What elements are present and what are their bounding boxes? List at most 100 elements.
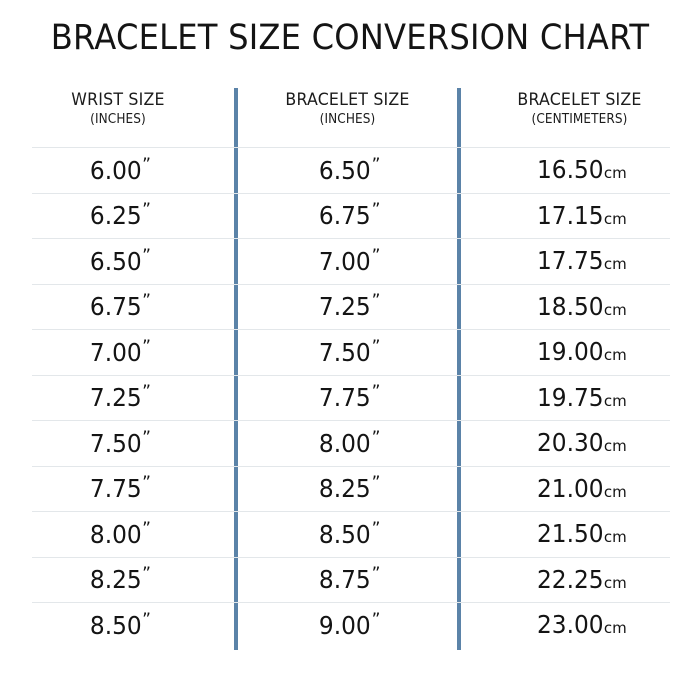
cell-value: 7.75: [89, 474, 142, 504]
cell-bracelet-centimeters: 17.75cm: [459, 248, 700, 273]
cell-value: 17.15: [537, 200, 604, 230]
cell-value: 7.00: [318, 246, 371, 276]
column-header-unit: (INCHES): [319, 112, 376, 127]
cell-value: 8.25: [89, 565, 142, 595]
column-header-bracelet-centimeters: BRACELET SIZE (CENTIMETERS): [459, 86, 700, 147]
cell-unit: cm: [603, 528, 627, 547]
column-header-title: WRIST SIZE: [71, 90, 165, 110]
cell-value: 9.00: [318, 610, 371, 640]
column-divider-left: [234, 88, 238, 650]
cell-unit: ”: [142, 609, 151, 630]
table-row: 6.25” 6.75” 17.15cm: [0, 192, 700, 239]
table-body: 6.00” 6.50” 16.50cm 6.25” 6.75” 17.15cm 6.50” 7…: [0, 147, 700, 648]
cell-unit: ”: [371, 245, 381, 266]
cell-bracelet-centimeters: 20.30cm: [459, 430, 700, 455]
cell-unit: ”: [142, 291, 151, 312]
table-row: 7.75” 8.25” 21.00cm: [0, 465, 700, 512]
cell-unit: cm: [603, 437, 627, 456]
cell-bracelet-inches: 8.50”: [236, 520, 459, 547]
cell-value: 8.25: [318, 474, 371, 504]
cell-unit: ”: [142, 154, 151, 175]
cell-unit: cm: [603, 164, 627, 183]
cell-value: 23.00: [537, 610, 604, 640]
cell-wrist-inches: 7.50”: [0, 427, 236, 458]
cell-value: 21.00: [537, 473, 604, 503]
cell-unit: cm: [603, 573, 627, 592]
table-row: 8.00” 8.50” 21.50cm: [0, 511, 700, 557]
cell-value: 6.75: [89, 292, 142, 322]
cell-value: 8.00: [318, 428, 371, 458]
cell-value: 22.25: [537, 564, 604, 594]
cell-unit: cm: [603, 255, 627, 274]
cell-unit: ”: [371, 427, 381, 448]
cell-bracelet-centimeters: 19.75cm: [459, 385, 700, 410]
cell-wrist-inches: 7.25”: [0, 383, 236, 413]
table-row: 8.50” 9.00” 23.00cm: [0, 602, 700, 648]
cell-unit: cm: [603, 346, 627, 365]
cell-bracelet-inches: 9.00”: [236, 609, 459, 640]
cell-unit: ”: [371, 609, 381, 630]
cell-unit: ”: [142, 518, 151, 539]
page-title: BRACELET SIZE CONVERSION CHART: [50, 18, 650, 58]
cell-wrist-inches: 8.25”: [0, 565, 236, 595]
table-header-row: WRIST SIZE (INCHES) BRACELET SIZE (INCHE…: [0, 86, 700, 147]
cell-value: 6.50: [89, 246, 142, 276]
cell-unit: cm: [603, 482, 627, 501]
cell-unit: cm: [603, 209, 627, 228]
cell-bracelet-centimeters: 17.15cm: [459, 203, 700, 228]
cell-bracelet-inches: 6.75”: [236, 200, 459, 231]
cell-bracelet-inches: 7.25”: [236, 291, 459, 320]
cell-value: 7.50: [89, 428, 142, 458]
cell-bracelet-centimeters: 21.00cm: [459, 476, 700, 501]
cell-wrist-inches: 8.50”: [0, 609, 236, 640]
cell-bracelet-inches: 7.00”: [236, 245, 459, 276]
cell-value: 17.75: [537, 246, 604, 276]
cell-wrist-inches: 7.75”: [0, 474, 236, 504]
cell-unit: ”: [371, 200, 381, 221]
cell-value: 6.50: [318, 155, 371, 185]
cell-value: 8.50: [89, 610, 142, 640]
cell-value: 7.50: [318, 337, 371, 367]
table-row: 6.50” 7.00” 17.75cm: [0, 238, 700, 284]
cell-bracelet-centimeters: 21.50cm: [459, 521, 700, 546]
table-row: 7.50” 8.00” 20.30cm: [0, 420, 700, 466]
cell-value: 20.30: [537, 428, 604, 458]
cell-unit: ”: [371, 291, 381, 312]
cell-value: 6.00: [89, 155, 142, 185]
cell-unit: ”: [371, 473, 381, 494]
cell-bracelet-inches: 8.75”: [236, 564, 459, 595]
column-divider-right: [457, 88, 461, 650]
cell-value: 7.25: [89, 383, 142, 413]
table-row: 7.25” 7.75” 19.75cm: [0, 374, 700, 421]
cell-wrist-inches: 6.25”: [0, 202, 236, 229]
cell-unit: ”: [371, 564, 381, 585]
column-header-unit: (CENTIMETERS): [531, 112, 628, 127]
cell-unit: cm: [603, 619, 627, 638]
cell-bracelet-centimeters: 23.00cm: [459, 612, 700, 637]
cell-unit: ”: [142, 427, 151, 448]
cell-value: 19.00: [537, 337, 604, 367]
cell-bracelet-inches: 7.75”: [236, 382, 459, 411]
cell-unit: ”: [371, 336, 381, 357]
cell-bracelet-centimeters: 16.50cm: [459, 157, 700, 182]
cell-wrist-inches: 8.00”: [0, 518, 236, 549]
cell-unit: ”: [371, 154, 381, 175]
cell-bracelet-inches: 8.00”: [236, 427, 459, 458]
cell-bracelet-centimeters: 18.50cm: [459, 294, 700, 319]
cell-unit: ”: [371, 382, 381, 403]
cell-bracelet-inches: 8.25”: [236, 473, 459, 504]
cell-value: 7.00: [89, 337, 142, 367]
cell-value: 8.00: [89, 519, 142, 549]
cell-value: 8.75: [318, 565, 371, 595]
cell-wrist-inches: 7.00”: [0, 337, 236, 367]
cell-bracelet-centimeters: 19.00cm: [459, 339, 700, 364]
cell-value: 19.75: [537, 382, 604, 412]
column-header-title: BRACELET SIZE: [517, 90, 642, 110]
column-header-unit: (INCHES): [90, 112, 146, 127]
cell-bracelet-inches: 7.50”: [236, 336, 459, 367]
cell-unit: cm: [603, 300, 627, 319]
table-row: 7.00” 7.50” 19.00cm: [0, 329, 700, 375]
cell-bracelet-centimeters: 22.25cm: [459, 567, 700, 592]
cell-value: 6.75: [318, 201, 371, 231]
